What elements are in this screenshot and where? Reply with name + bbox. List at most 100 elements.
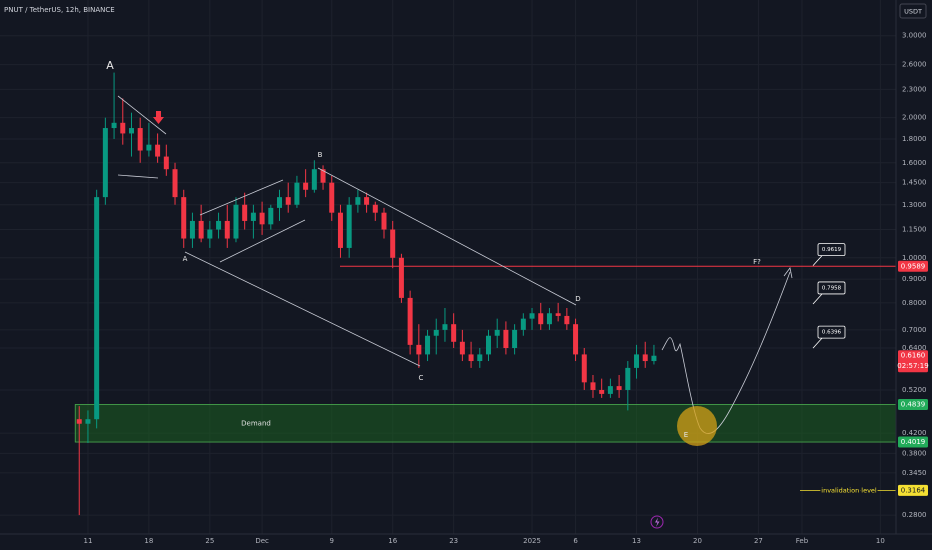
candle-body: [216, 220, 222, 230]
target-pointer: [812, 255, 823, 266]
y-tick-label: 2.3000: [902, 85, 927, 93]
target-box: [817, 243, 846, 257]
candle-body: [494, 329, 500, 336]
candle-body: [529, 313, 535, 319]
x-tick-label: 27: [754, 537, 763, 545]
wave-label: C: [419, 374, 424, 382]
candle-body: [599, 389, 605, 394]
y-tick-label: 0.9000: [902, 275, 927, 283]
candle-body: [468, 354, 474, 362]
x-tick-label: 2025: [523, 537, 541, 545]
wave-label: F?: [753, 258, 761, 266]
candle-body: [320, 169, 326, 183]
trend-line: [184, 251, 421, 367]
demand-label: Demand: [241, 419, 271, 427]
candle-body: [250, 212, 256, 221]
price-badge: [898, 484, 928, 496]
candle-body: [555, 313, 561, 316]
candle-body: [642, 354, 648, 362]
candle-body: [381, 212, 387, 230]
candle-body: [346, 204, 352, 248]
wave-label: B: [318, 151, 323, 159]
candle-body: [625, 367, 631, 390]
candle-body: [573, 324, 579, 355]
trend-line: [199, 179, 284, 216]
x-tick-label: 10: [876, 537, 885, 545]
candle-body: [564, 315, 570, 325]
x-tick-label: 6: [573, 537, 578, 545]
price-badge: [898, 436, 928, 448]
candle-body: [477, 354, 483, 362]
x-tick-label: Dec: [255, 537, 269, 545]
candle-body: [198, 220, 204, 239]
x-tick-label: 9: [330, 537, 334, 545]
trend-line: [117, 95, 167, 135]
target-label: 0.6396: [822, 330, 842, 336]
price-axis: [896, 0, 932, 550]
candle-body: [651, 355, 657, 362]
candle-body: [512, 329, 518, 348]
y-tick-label: 0.8000: [902, 299, 927, 307]
trend-lines: [117, 95, 793, 434]
candle-body: [294, 182, 300, 205]
price-badge: [898, 350, 928, 373]
y-tick-label: 0.6400: [902, 344, 927, 352]
y-tick-label: 0.3800: [902, 449, 927, 457]
candle-body: [520, 318, 526, 330]
candle-body: [259, 212, 265, 225]
y-tick-label: 1.8000: [902, 135, 927, 143]
y-tick-label: 0.7000: [902, 326, 927, 334]
candle-body: [155, 144, 161, 157]
y-tick-label: 1.4500: [902, 179, 927, 187]
candle-body: [485, 335, 491, 355]
wave-label: A: [183, 255, 188, 263]
candle-body: [303, 182, 309, 190]
candle-body: [364, 197, 370, 205]
candle-body: [242, 204, 248, 221]
x-tick-label: 11: [83, 537, 92, 545]
candle-body: [442, 324, 448, 330]
candle-body: [224, 220, 230, 239]
y-tick-label: 2.6000: [902, 61, 927, 69]
candle-body: [590, 382, 596, 390]
candle-body: [189, 220, 195, 239]
candle-body: [581, 354, 587, 383]
target-pointer: [812, 293, 823, 305]
x-tick-label: 20: [693, 537, 702, 545]
candle-body: [207, 229, 213, 239]
target-pointer: [812, 337, 823, 349]
countdown: 02:57:19: [897, 362, 928, 370]
candle-body: [277, 197, 283, 208]
candle-body: [616, 386, 622, 390]
candle-body: [137, 128, 143, 151]
candle-body: [355, 197, 361, 205]
axis-layer: 3.0000 2.6000 2.3000 2.0000 1.8000 1.6000 1.45…: [83, 32, 928, 545]
x-tick-label: 16: [388, 537, 397, 545]
x-tick-label: 13: [632, 537, 641, 545]
y-tick-label: 3.0000: [902, 32, 927, 40]
candle-body: [163, 156, 169, 170]
event-icon[interactable]: [650, 515, 664, 529]
y-tick-label: 0.2800: [902, 511, 927, 519]
candle-body: [407, 297, 413, 345]
target-box: [817, 281, 846, 295]
candle-body: [233, 204, 239, 239]
candle-body: [546, 313, 552, 325]
y-tick-label: 2.0000: [902, 114, 927, 122]
target-label: 0.7958: [822, 285, 842, 291]
y-tick-label: 0.4200: [902, 429, 927, 437]
candle-body: [372, 204, 378, 213]
price-badge-label: 0.6160: [901, 352, 926, 360]
candle-body: [128, 128, 134, 134]
chart-title: PNUT / TetherUS, 12h, BINANCE: [4, 6, 115, 14]
y-tick-label: 1.1500: [902, 226, 927, 234]
currency: USDT: [904, 8, 922, 16]
target-box: [817, 325, 846, 339]
x-tick-label: 23: [449, 537, 458, 545]
candle-body: [102, 128, 108, 198]
wave-label: D: [575, 295, 580, 303]
target-label: 0.9619: [822, 247, 842, 253]
x-tick-label: 25: [205, 537, 214, 545]
candles: [76, 72, 657, 516]
trend-line: [317, 167, 577, 306]
